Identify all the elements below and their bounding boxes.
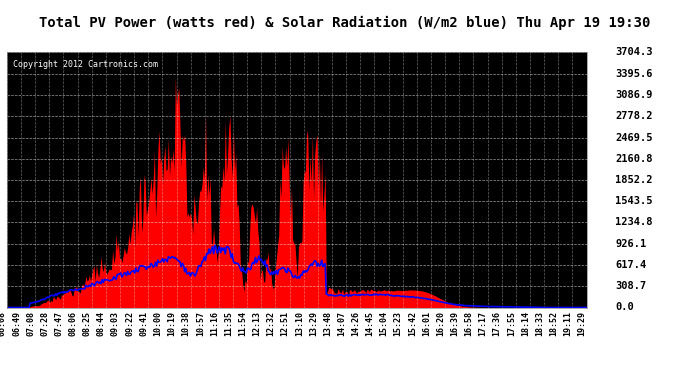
Text: 09:03: 09:03 <box>111 311 120 336</box>
Text: 07:08: 07:08 <box>26 311 35 336</box>
Text: 10:57: 10:57 <box>196 311 205 336</box>
Text: 617.4: 617.4 <box>615 260 647 270</box>
Text: 926.1: 926.1 <box>615 239 647 249</box>
Text: 06:08: 06:08 <box>0 311 7 336</box>
Text: 14:07: 14:07 <box>337 311 346 336</box>
Text: Total PV Power (watts red) & Solar Radiation (W/m2 blue) Thu Apr 19 19:30: Total PV Power (watts red) & Solar Radia… <box>39 15 651 30</box>
Text: 11:54: 11:54 <box>238 311 247 336</box>
Text: 3395.6: 3395.6 <box>615 69 653 79</box>
Text: 18:33: 18:33 <box>535 311 544 336</box>
Text: 17:17: 17:17 <box>479 311 488 336</box>
Text: 15:23: 15:23 <box>394 311 403 336</box>
Text: 11:16: 11:16 <box>210 311 219 336</box>
Text: 17:55: 17:55 <box>507 311 516 336</box>
Text: 09:41: 09:41 <box>139 311 148 336</box>
Text: 2469.5: 2469.5 <box>615 132 653 142</box>
Text: 3086.9: 3086.9 <box>615 90 653 100</box>
Text: 09:22: 09:22 <box>125 311 134 336</box>
Text: 18:14: 18:14 <box>521 311 530 336</box>
Text: 08:25: 08:25 <box>83 311 92 336</box>
Text: Copyright 2012 Cartronics.com: Copyright 2012 Cartronics.com <box>12 60 158 69</box>
Text: 19:29: 19:29 <box>578 311 586 336</box>
Text: 12:13: 12:13 <box>253 311 262 336</box>
Text: 2778.2: 2778.2 <box>615 111 653 121</box>
Text: 08:44: 08:44 <box>97 311 106 336</box>
Text: 15:04: 15:04 <box>380 311 388 336</box>
Text: 1852.2: 1852.2 <box>615 175 653 185</box>
Text: 19:11: 19:11 <box>563 311 573 336</box>
Text: 0.0: 0.0 <box>615 303 634 312</box>
Text: 14:45: 14:45 <box>366 311 375 336</box>
Text: 3704.3: 3704.3 <box>615 48 653 57</box>
Text: 1543.5: 1543.5 <box>615 196 653 206</box>
Text: 1234.8: 1234.8 <box>615 217 653 228</box>
Text: 16:20: 16:20 <box>436 311 445 336</box>
Text: 16:01: 16:01 <box>422 311 431 336</box>
Text: 12:32: 12:32 <box>266 311 275 336</box>
Text: 2160.8: 2160.8 <box>615 154 653 164</box>
Text: 10:38: 10:38 <box>181 311 190 336</box>
Text: 308.7: 308.7 <box>615 281 647 291</box>
Text: 16:39: 16:39 <box>451 311 460 336</box>
Text: 13:10: 13:10 <box>295 311 304 336</box>
Text: 14:26: 14:26 <box>351 311 360 336</box>
Text: 12:51: 12:51 <box>281 311 290 336</box>
Text: 10:19: 10:19 <box>168 311 177 336</box>
Text: 18:52: 18:52 <box>549 311 558 336</box>
Text: 15:42: 15:42 <box>408 311 417 336</box>
Text: 07:28: 07:28 <box>40 311 49 336</box>
Text: 17:36: 17:36 <box>493 311 502 336</box>
Text: 06:49: 06:49 <box>12 311 21 336</box>
Text: 16:58: 16:58 <box>464 311 473 336</box>
Text: 13:29: 13:29 <box>309 311 318 336</box>
Text: 10:00: 10:00 <box>153 311 162 336</box>
Text: 11:35: 11:35 <box>224 311 233 336</box>
Text: 07:47: 07:47 <box>55 311 63 336</box>
Text: 13:48: 13:48 <box>323 311 332 336</box>
Text: 08:06: 08:06 <box>68 311 77 336</box>
